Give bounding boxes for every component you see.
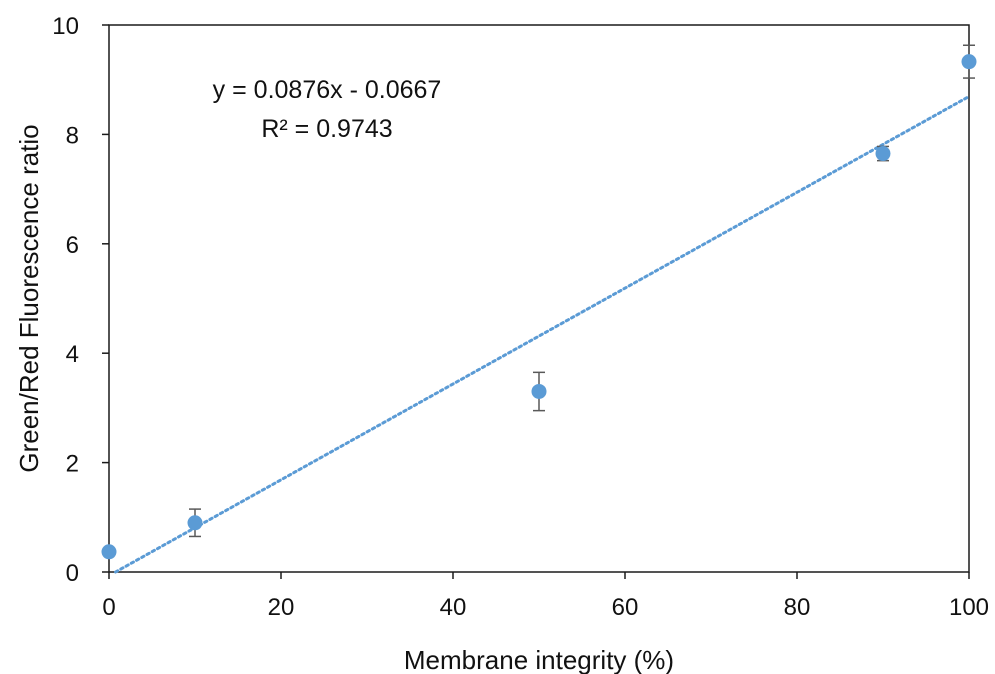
x-tick-label: 60: [612, 594, 639, 621]
y-tick-label: 2: [66, 451, 79, 478]
data-point: [531, 383, 547, 399]
x-axis-ticks: 0 20 40 60 80 100: [102, 572, 989, 621]
data-point: [875, 146, 891, 162]
data-point: [961, 54, 977, 70]
data-point: [187, 515, 203, 531]
trendline-equation: y = 0.0876x - 0.0667: [213, 76, 442, 104]
x-tick-label: 0: [102, 594, 115, 621]
y-tick-label: 0: [66, 560, 79, 587]
x-tick-label: 80: [784, 594, 811, 621]
y-axis-ticks: 0 2 4 6 8 10: [52, 13, 109, 587]
data-point: [101, 544, 117, 560]
trendline: [114, 94, 971, 574]
plot-border: [108, 24, 970, 573]
x-tick-label: 40: [440, 594, 467, 621]
y-tick-label: 6: [66, 232, 79, 259]
plot-area: [108, 24, 970, 573]
x-axis-title: Membrane integrity (%): [404, 645, 674, 674]
y-axis-title: Green/Red Fluorescence ratio: [14, 124, 44, 472]
data-points: [101, 54, 977, 560]
x-tick-label: 20: [268, 594, 295, 621]
y-tick-label: 10: [52, 13, 79, 40]
y-tick-label: 8: [66, 122, 79, 149]
trendline-group: [114, 94, 971, 574]
r-squared-label: R² = 0.9743: [261, 115, 392, 143]
y-tick-label: 4: [66, 341, 79, 368]
x-tick-label: 100: [949, 594, 989, 621]
